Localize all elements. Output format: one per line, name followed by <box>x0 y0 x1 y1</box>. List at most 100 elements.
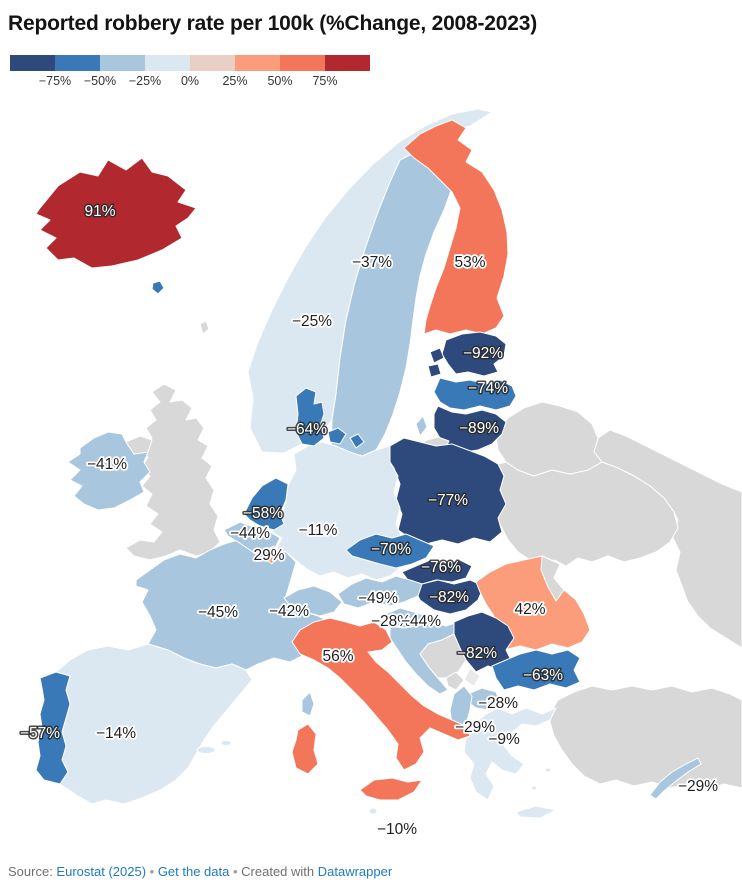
country-greece[interactable] <box>463 707 557 819</box>
country-lithuania[interactable] <box>433 405 507 453</box>
legend-tick: 75% <box>312 74 338 88</box>
source-prefix: Source: <box>8 864 57 879</box>
country-united-kingdom[interactable] <box>125 383 221 561</box>
label-switzerland: −42% <box>269 603 309 620</box>
map-labels: 91% −25% −37% 53% −92% −74% −89% −64% −4… <box>18 202 720 840</box>
legend-swatch <box>325 55 370 71</box>
country-poland[interactable] <box>389 437 507 545</box>
region-crete <box>515 805 557 819</box>
legend-swatch <box>10 55 55 71</box>
footer-separator: • <box>146 864 158 879</box>
label-north-macedonia: −28% <box>478 695 518 712</box>
country-malta[interactable] <box>368 807 378 815</box>
label-luxembourg: 29% <box>253 547 284 564</box>
country-cyprus[interactable] <box>649 757 702 800</box>
country-netherlands[interactable] <box>243 477 289 531</box>
label-slovenia: −28% <box>371 613 411 630</box>
region-balearic <box>196 746 216 754</box>
attribution-footer: Source: Eurostat (2025) • Get the data •… <box>8 864 392 879</box>
label-finland: 53% <box>454 254 485 271</box>
country-luxembourg[interactable] <box>263 545 279 565</box>
label-hungary: −82% <box>429 589 469 606</box>
footer-separator: • <box>229 864 242 879</box>
legend-swatch <box>190 55 235 71</box>
country-ireland[interactable] <box>67 431 151 511</box>
country-faroe-islands[interactable] <box>151 280 165 295</box>
label-austria: −49% <box>358 590 398 607</box>
country-sweden[interactable] <box>330 151 453 471</box>
country-kosovo[interactable] <box>463 667 481 687</box>
country-iceland[interactable] <box>35 157 197 269</box>
legend-swatch <box>235 55 280 71</box>
legend-tick: −75% <box>38 74 72 88</box>
label-germany: −11% <box>299 522 338 539</box>
label-denmark: −64% <box>287 421 327 438</box>
country-estonia[interactable] <box>427 331 507 378</box>
legend-swatch <box>280 55 325 71</box>
legend-tick: 25% <box>222 74 248 88</box>
created-with-text: Created with <box>241 864 318 879</box>
region-aegean-island <box>531 785 537 791</box>
country-portugal[interactable] <box>35 671 71 785</box>
label-netherlands: −58% <box>243 505 283 522</box>
label-slovakia: −76% <box>421 559 461 576</box>
label-portugal: −57% <box>20 725 60 742</box>
region-saaremaa <box>427 363 442 378</box>
region-northern-ireland[interactable] <box>125 435 153 455</box>
label-romania: 42% <box>514 601 545 618</box>
label-belgium: −44% <box>230 525 270 542</box>
country-italy[interactable] <box>291 617 471 801</box>
label-croatia: −44% <box>401 613 441 630</box>
legend-swatch <box>100 55 145 71</box>
country-moldova[interactable] <box>540 555 565 602</box>
label-czechia: −70% <box>371 541 411 558</box>
legend-ticks: −75% −50% −25% 0% 25% 50% 75% <box>10 74 370 90</box>
legend-swatch <box>145 55 190 71</box>
label-poland: −77% <box>428 492 468 509</box>
region-balearic <box>220 740 232 746</box>
region-shetland[interactable] <box>199 320 210 335</box>
source-link[interactable]: Eurostat (2025) <box>56 864 147 879</box>
label-iceland: 91% <box>84 203 115 220</box>
country-denmark[interactable] <box>295 387 365 449</box>
chart-title: Reported robbery rate per 100k (%Change,… <box>8 12 538 35</box>
region-hiiumaa <box>429 347 445 364</box>
country-hungary[interactable] <box>417 579 485 615</box>
country-turkey[interactable] <box>549 685 742 791</box>
country-montenegro[interactable] <box>445 671 465 691</box>
label-ireland: −41% <box>87 456 127 473</box>
get-the-data-link[interactable]: Get the data <box>157 864 230 879</box>
label-greece: −9% <box>488 731 520 748</box>
label-lithuania: −89% <box>459 420 499 437</box>
datawrapper-link[interactable]: Datawrapper <box>317 864 393 879</box>
country-czechia[interactable] <box>345 533 435 569</box>
region-sardinia <box>291 723 319 775</box>
country-spain[interactable] <box>55 643 253 805</box>
country-latvia[interactable] <box>433 377 517 411</box>
country-switzerland[interactable] <box>283 585 343 617</box>
label-cyprus: −29% <box>678 778 718 795</box>
label-albania: −29% <box>455 719 495 736</box>
label-spain: −14% <box>96 725 136 742</box>
region-corsica <box>301 691 315 717</box>
color-legend: −75% −50% −25% 0% 25% 50% 75% <box>10 55 370 90</box>
region-zealand <box>349 433 365 449</box>
label-france: −45% <box>198 604 238 621</box>
legend-swatches <box>10 55 370 71</box>
country-bulgaria[interactable] <box>491 649 581 691</box>
country-belarus[interactable] <box>495 401 603 477</box>
label-italy: 56% <box>322 648 353 665</box>
region-sicily <box>359 777 423 801</box>
legend-tick: −25% <box>128 74 162 88</box>
label-latvia: −74% <box>468 380 508 397</box>
label-bulgaria: −63% <box>523 667 563 684</box>
label-serbia: −82% <box>457 645 497 662</box>
legend-tick: 0% <box>180 74 200 88</box>
region-funen <box>327 427 347 445</box>
legend-tick: 50% <box>267 74 293 88</box>
region-gotland <box>415 415 428 437</box>
label-norway: −25% <box>292 313 332 330</box>
country-slovenia[interactable] <box>385 607 427 629</box>
region-aegean-island <box>544 767 552 773</box>
